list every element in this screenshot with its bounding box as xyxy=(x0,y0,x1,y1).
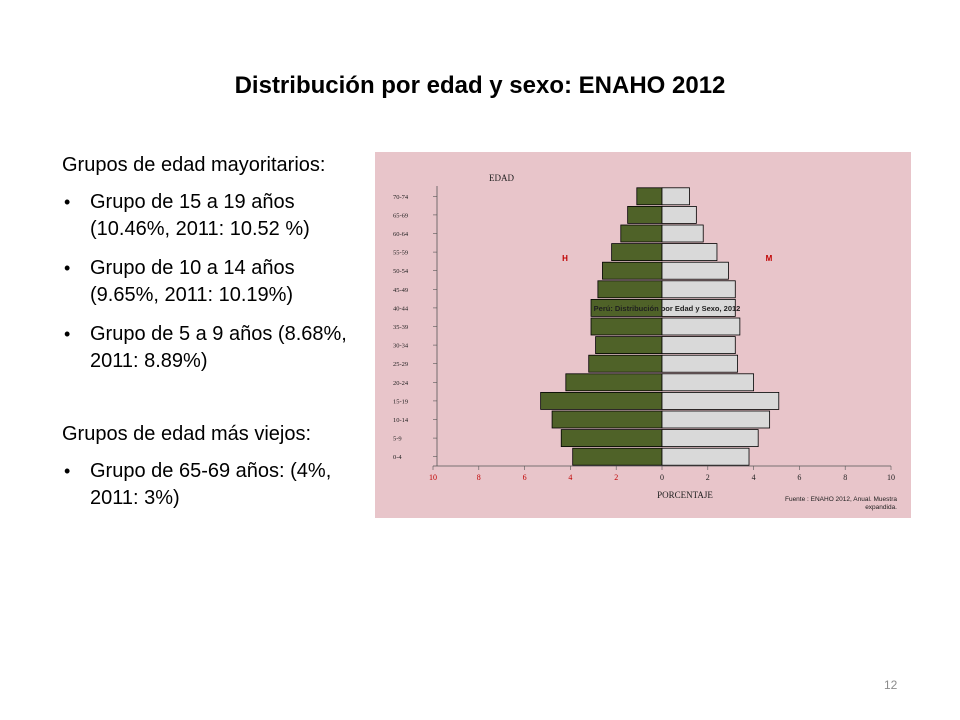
bar-h xyxy=(560,429,663,448)
bullet-dot-icon: • xyxy=(64,258,71,278)
age-tick-label: 20-24 xyxy=(393,380,409,387)
age-tick-label: 15-19 xyxy=(393,398,408,405)
bar-h xyxy=(602,261,663,280)
bar-m xyxy=(661,354,738,373)
age-tick-label: 25-29 xyxy=(393,361,408,368)
bar-m xyxy=(661,410,771,429)
age-tick-label: 45-49 xyxy=(393,287,408,294)
bar-h xyxy=(636,187,663,206)
bullet-item: • Grupo de 10 a 14 años (9.65%, 2011: 10.… xyxy=(62,255,362,309)
bar-m xyxy=(661,447,750,466)
x-axis-label: PORCENTAJE xyxy=(657,490,713,500)
age-tick-label: 30-34 xyxy=(393,343,409,350)
bar-h xyxy=(551,410,663,429)
bullet-item: • Grupo de 5 a 9 años (8.68%, 2011: 8.89%… xyxy=(62,321,362,375)
x-tick-label-left: 8 xyxy=(477,473,481,482)
bar-m xyxy=(661,373,754,392)
page-number: 12 xyxy=(884,678,898,692)
x-tick-label-right: 8 xyxy=(843,473,847,482)
legend-h-label: H xyxy=(562,254,568,263)
legend-m-label: M xyxy=(766,254,773,263)
age-tick-label: 35-39 xyxy=(393,324,408,331)
bar-h xyxy=(540,391,663,410)
bar-m xyxy=(661,429,759,448)
bullet-dot-icon: • xyxy=(64,324,71,344)
bar-h xyxy=(565,373,663,392)
x-tick-label-right: 6 xyxy=(797,473,801,482)
slide-title: Distribución por edad y sexo: ENAHO 2012 xyxy=(234,72,726,99)
bar-m xyxy=(661,336,736,355)
left-text-block: Grupos de edad mayoritarios: • Grupo de 1… xyxy=(62,152,362,524)
x-tick-label-left: 6 xyxy=(523,473,527,482)
axes-layer xyxy=(432,186,892,470)
intro-bottom: Grupos de edad más viejos: xyxy=(62,423,312,445)
age-tick-label: 10-14 xyxy=(393,417,409,424)
bar-m xyxy=(661,298,736,317)
bar-h xyxy=(627,206,663,224)
y-axis-label: EDAD xyxy=(489,173,514,183)
bullet-item: • Grupo de 15 a 19 años (10.46%, 2011: 10… xyxy=(62,189,362,243)
bar-h xyxy=(597,280,663,299)
source-note-line: Fuente : ENAHO 2012, Anual. Muestra xyxy=(785,496,897,503)
bullet-text: Grupo de 5 a 9 años (8.68%, 2011: 8.89%) xyxy=(90,323,347,372)
age-tick-label: 70-74 xyxy=(393,194,409,201)
bar-m xyxy=(661,187,690,206)
bar-h xyxy=(588,354,663,373)
labels-layer: 0-4 5-9 10-14 15-19 20-24 25-29 30-34 35-39 40-4… xyxy=(393,173,897,511)
age-tick-label: 50-54 xyxy=(393,268,409,275)
bullet-dot-icon: • xyxy=(64,461,71,481)
age-tick-label: 65-69 xyxy=(393,212,408,219)
bar-h xyxy=(595,336,663,355)
bar-h xyxy=(572,447,663,466)
age-tick-label: 5-9 xyxy=(393,436,402,443)
population-pyramid-chart: 0-4 5-9 10-14 15-19 20-24 25-29 30-34 35-39 40-4… xyxy=(393,173,897,511)
bullet-text: Grupo de 65-69 años: (4%, 2011: 3%) xyxy=(90,460,332,509)
chart-title: Perú: Distribución por Edad y Sexo, 2012 xyxy=(594,304,741,313)
x-tick-label-right: 10 xyxy=(887,473,895,482)
x-tick-label-left: 10 xyxy=(429,473,437,482)
chart-panel: 0-4 5-9 10-14 15-19 20-24 25-29 30-34 35-39 40-4… xyxy=(375,152,911,518)
x-tick-label-left: 2 xyxy=(614,473,618,482)
age-tick-label: 60-64 xyxy=(393,231,409,238)
bars-layer xyxy=(540,187,780,466)
bar-h xyxy=(611,243,663,261)
bullet-item: • Grupo de 65-69 años: (4%, 2011: 3%) xyxy=(62,458,362,512)
source-note: Fuente : ENAHO 2012, Anual. Muestra expan… xyxy=(785,496,897,511)
bar-m xyxy=(661,206,697,224)
intro-top: Grupos de edad mayoritarios: xyxy=(62,154,326,176)
bar-m xyxy=(661,243,718,261)
source-note-line: expandida. xyxy=(865,504,897,511)
age-tick-label: 55-59 xyxy=(393,250,408,257)
bar-m xyxy=(661,317,741,336)
bullet-text: Grupo de 15 a 19 años (10.46%, 2011: 10.… xyxy=(90,191,310,240)
bar-h xyxy=(620,224,663,243)
bullet-list-bottom: • Grupo de 65-69 años: (4%, 2011: 3%) xyxy=(62,458,362,512)
bullet-text: Grupo de 10 a 14 años (9.65%, 2011: 10.1… xyxy=(90,257,295,306)
bar-m xyxy=(661,280,736,299)
bullet-dot-icon: • xyxy=(64,192,71,212)
bar-m xyxy=(661,391,780,410)
bar-m xyxy=(661,224,704,243)
age-tick-label: 40-44 xyxy=(393,305,409,312)
bar-h xyxy=(590,317,663,336)
x-tick-label-right: 2 xyxy=(706,473,710,482)
age-tick-label: 0-4 xyxy=(393,454,402,461)
bullet-list-top: • Grupo de 15 a 19 años (10.46%, 2011: 10… xyxy=(62,189,362,375)
bar-m xyxy=(661,261,729,280)
x-tick-label-right: 0 xyxy=(660,473,664,482)
x-tick-label-left: 4 xyxy=(568,473,572,482)
x-tick-label-right: 4 xyxy=(752,473,756,482)
